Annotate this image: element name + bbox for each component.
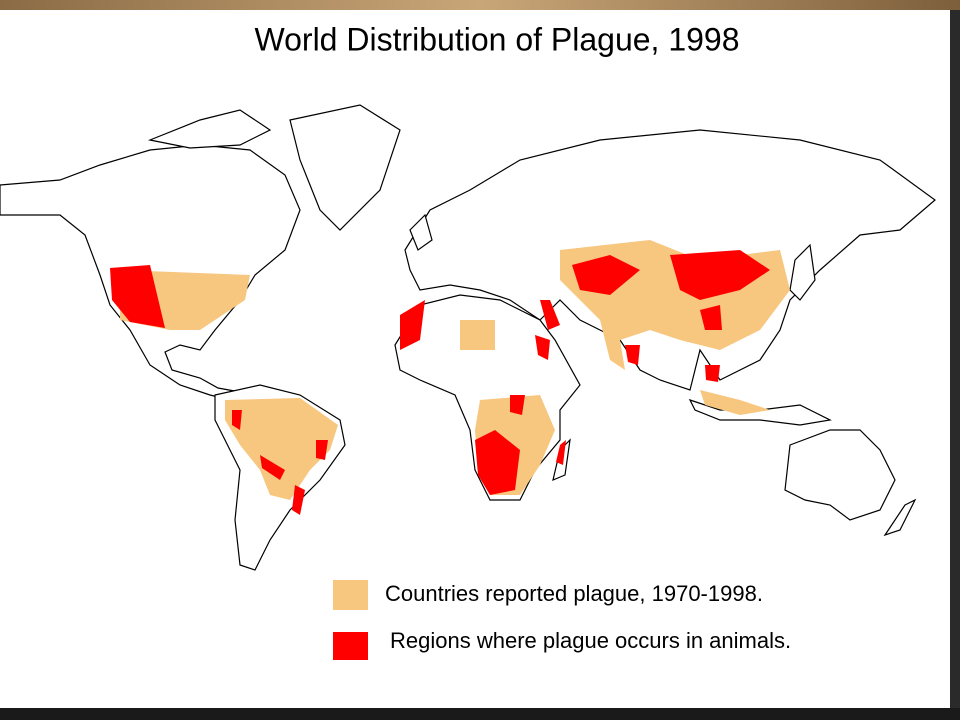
region: [260, 455, 285, 480]
british-isles: [409, 213, 433, 251]
region: [700, 305, 722, 330]
new-zealand: [883, 498, 917, 537]
legend: Countries reported plague, 1970-1998. Re…: [333, 580, 791, 660]
region: [316, 440, 328, 460]
region: [700, 390, 770, 415]
region: [232, 410, 242, 430]
region: [535, 335, 550, 360]
region: [225, 398, 338, 500]
bottom-band: [0, 708, 960, 720]
region: [110, 265, 165, 328]
region: [292, 485, 305, 515]
region: [540, 300, 560, 330]
japan: [789, 243, 816, 301]
australia: [784, 429, 896, 521]
map-title: World Distribution of Plague, 1998: [254, 21, 739, 57]
region: [460, 320, 495, 350]
legend-label: Regions where plague occurs in animals.: [390, 628, 791, 653]
legend-label: Countries reported plague, 1970-1998.: [385, 581, 763, 606]
animal-regions: [110, 250, 770, 515]
right-band: [950, 10, 960, 708]
canadian-islands: [147, 109, 272, 149]
region: [400, 300, 425, 350]
world-map: [0, 104, 936, 571]
legend-swatch: [333, 632, 368, 660]
top-band: [0, 0, 960, 10]
region: [510, 395, 525, 415]
legend-swatch: [333, 580, 368, 610]
region: [670, 250, 770, 300]
region: [705, 365, 720, 382]
region: [556, 440, 566, 465]
region: [572, 255, 640, 295]
greenland: [289, 104, 401, 231]
region: [625, 345, 640, 365]
region: [475, 430, 520, 495]
